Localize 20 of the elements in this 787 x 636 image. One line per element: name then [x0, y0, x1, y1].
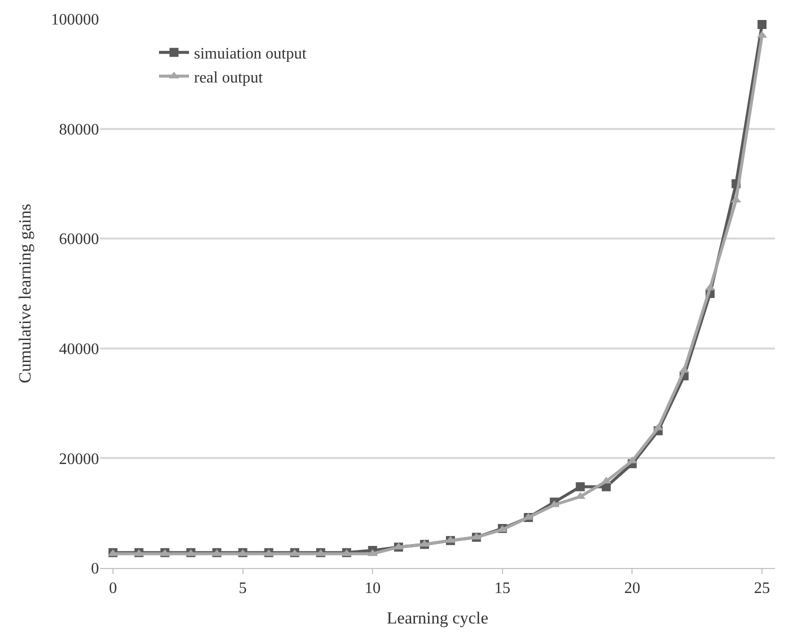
- legend-label: simuiation output: [194, 46, 307, 63]
- x-tick-label: 0: [108, 580, 117, 598]
- point: [758, 20, 767, 29]
- point: [627, 456, 638, 464]
- y-tick-label: 20000: [59, 450, 99, 468]
- x-tick-label: 20: [624, 580, 640, 598]
- y-tick-label: 80000: [59, 121, 99, 138]
- x-tick-label: 15: [494, 580, 510, 598]
- y-axis-title: Cumulative learning gains: [16, 204, 35, 384]
- y-tick-label: 0: [91, 560, 99, 578]
- y-tick-label: 100000: [51, 12, 99, 29]
- legend-label: real output: [194, 69, 264, 86]
- y-tick-label: 40000: [59, 341, 99, 358]
- x-tick-label: 25: [754, 580, 770, 598]
- point: [601, 476, 612, 484]
- point: [576, 482, 585, 492]
- y-tick-label: 60000: [59, 231, 99, 248]
- x-tick-label: 5: [238, 580, 247, 598]
- x-axis-title: Learning cycle: [386, 608, 488, 628]
- x-tick-label: 10: [364, 580, 381, 598]
